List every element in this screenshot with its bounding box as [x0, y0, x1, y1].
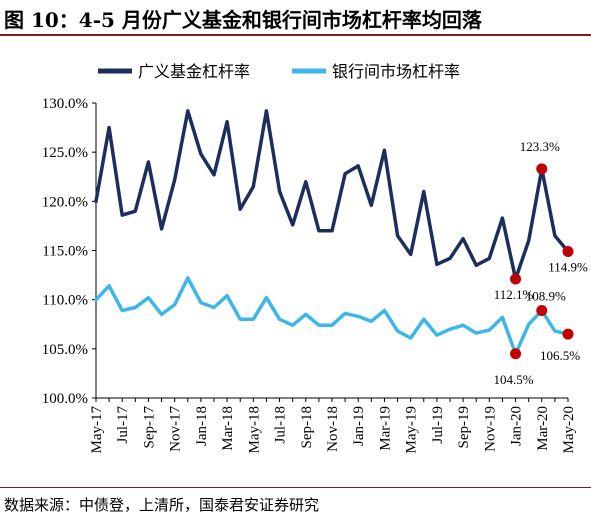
x-axis-ticks: May-17 Jul-17 Sep-17 Nov-17 Jan-18 Mar-18 May-… [89, 398, 577, 454]
line-chart: 100.0% 105.0% 110.0% 115.0% 120.0% 125.0% 130.… [42, 62, 588, 454]
highlight-point [536, 163, 548, 175]
chart-legend: 广义基金杠杆率 银行间市场杠杆率 [98, 62, 460, 81]
title-divider [0, 34, 591, 36]
series-line-2 [94, 276, 570, 356]
x-tick-label: May-18 [246, 406, 262, 454]
y-tick-label: 130.0% [42, 96, 88, 112]
x-tick-label: Mar-19 [377, 406, 393, 451]
x-tick-label: Mar-20 [535, 406, 551, 451]
y-tick-label: 115.0% [42, 244, 88, 260]
data-label: 123.3% [520, 139, 560, 154]
y-tick-label: 110.0% [42, 293, 88, 309]
chart-series [94, 109, 570, 356]
x-tick-label: May-17 [89, 406, 105, 454]
y-tick-label: 105.0% [42, 342, 88, 358]
chart-axes [95, 103, 568, 399]
legend-label-series-2: 银行间市场杠杆率 [332, 62, 460, 81]
highlight-point [510, 348, 522, 360]
x-tick-label: Jan-18 [194, 406, 210, 446]
highlight-point [510, 273, 522, 285]
y-tick-label: 120.0% [42, 194, 88, 210]
x-tick-label: Nov-18 [325, 406, 341, 452]
x-tick-label: Sep-17 [141, 406, 157, 449]
highlight-point [562, 328, 574, 340]
data-label: 114.9% [548, 259, 588, 274]
series-line-1 [94, 109, 570, 281]
data-label: 112.1% [494, 287, 534, 302]
x-tick-label: Sep-19 [456, 406, 472, 449]
x-tick-label: May-20 [561, 406, 577, 454]
x-tick-label: May-19 [404, 406, 420, 454]
chart-annotations: 112.1% 123.3% 114.9% 104.5% 108.9% 106.5% [494, 139, 588, 387]
x-tick-label: Nov-17 [168, 406, 184, 452]
x-tick-label: Jul-19 [430, 406, 446, 444]
x-tick-label: Mar-18 [220, 406, 236, 451]
chart-title: 图 10：4-5 月份广义基金和银行间市场杠杆率均回落 [4, 8, 482, 32]
legend-label-series-1: 广义基金杠杆率 [138, 62, 250, 81]
x-tick-label: Jul-18 [273, 406, 289, 444]
highlight-point [536, 304, 548, 316]
data-label: 108.9% [526, 288, 566, 303]
data-label: 104.5% [494, 372, 534, 387]
source-note: 数据来源：中债登，上清所，国泰君安证券研究 [4, 496, 320, 514]
x-tick-label: Nov-19 [482, 406, 498, 452]
y-axis-ticks: 100.0% 105.0% 110.0% 115.0% 120.0% 125.0% 130.… [42, 96, 96, 407]
x-tick-label: Jan-19 [351, 406, 367, 446]
x-tick-label: Jul-17 [115, 406, 131, 444]
x-tick-label: Sep-18 [299, 406, 315, 449]
data-label: 106.5% [540, 348, 580, 363]
y-tick-label: 100.0% [42, 391, 88, 407]
highlight-point [562, 245, 574, 257]
x-tick-label: Jan-20 [509, 406, 525, 446]
source-divider [0, 487, 591, 488]
y-tick-label: 125.0% [42, 145, 88, 161]
